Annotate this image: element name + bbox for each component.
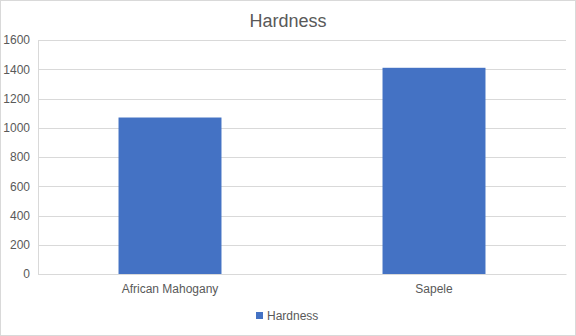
grid-line: [38, 216, 566, 217]
grid-line: [38, 186, 566, 187]
y-tick: 1400: [3, 63, 38, 77]
x-axis: African Mahogany Sapele: [39, 274, 567, 296]
x-tick-label: African Mahogany: [122, 282, 219, 296]
grid-line: [38, 245, 566, 246]
y-axis: 0 200 400 600 800 1000 1200 1400 1600: [3, 33, 38, 281]
grid: [38, 41, 566, 275]
bar: [383, 68, 486, 274]
y-tick-label: 200: [10, 238, 30, 252]
y-tick: 1200: [3, 92, 38, 106]
y-tick-label: 400: [10, 209, 30, 223]
y-tick-label: 1600: [3, 33, 30, 47]
y-tick-label: 1000: [3, 121, 30, 135]
bar: [119, 118, 222, 274]
grid-line: [38, 40, 566, 41]
x-tick: Sapele: [415, 274, 453, 296]
grid-line: [38, 157, 566, 158]
y-tick-label: 600: [10, 180, 30, 194]
y-tick: 200: [10, 238, 38, 252]
y-axis-line: [38, 41, 39, 275]
chart-title: Hardness: [249, 11, 326, 31]
y-tick: 1000: [3, 121, 38, 135]
chart: 0 200 400 600 800 1000 1200 1400 1600 African Mah…: [0, 0, 576, 336]
y-tick: 0: [23, 267, 38, 281]
grid-line: [38, 99, 566, 100]
bars: [119, 68, 486, 274]
y-tick-label: 1400: [3, 63, 30, 77]
x-tick-label: Sapele: [415, 282, 453, 296]
y-tick-label: 1200: [3, 92, 30, 106]
grid-line: [38, 274, 566, 275]
y-tick: 600: [10, 180, 38, 194]
y-tick: 1600: [3, 33, 38, 47]
y-tick-label: 800: [10, 150, 30, 164]
legend-swatch: [256, 312, 263, 319]
plot-area: 0 200 400 600 800 1000 1200 1400 1600 African Mah…: [3, 33, 566, 295]
y-tick: 800: [10, 150, 38, 164]
legend-label: Hardness: [267, 309, 318, 323]
grid-line: [38, 69, 566, 70]
grid-line: [38, 128, 566, 129]
x-axis-line: [39, 274, 567, 275]
chart-border: [1, 1, 576, 336]
x-tick: African Mahogany: [122, 274, 219, 296]
y-tick: 400: [10, 209, 38, 223]
y-tick-label: 0: [23, 267, 30, 281]
legend: Hardness: [256, 309, 318, 323]
